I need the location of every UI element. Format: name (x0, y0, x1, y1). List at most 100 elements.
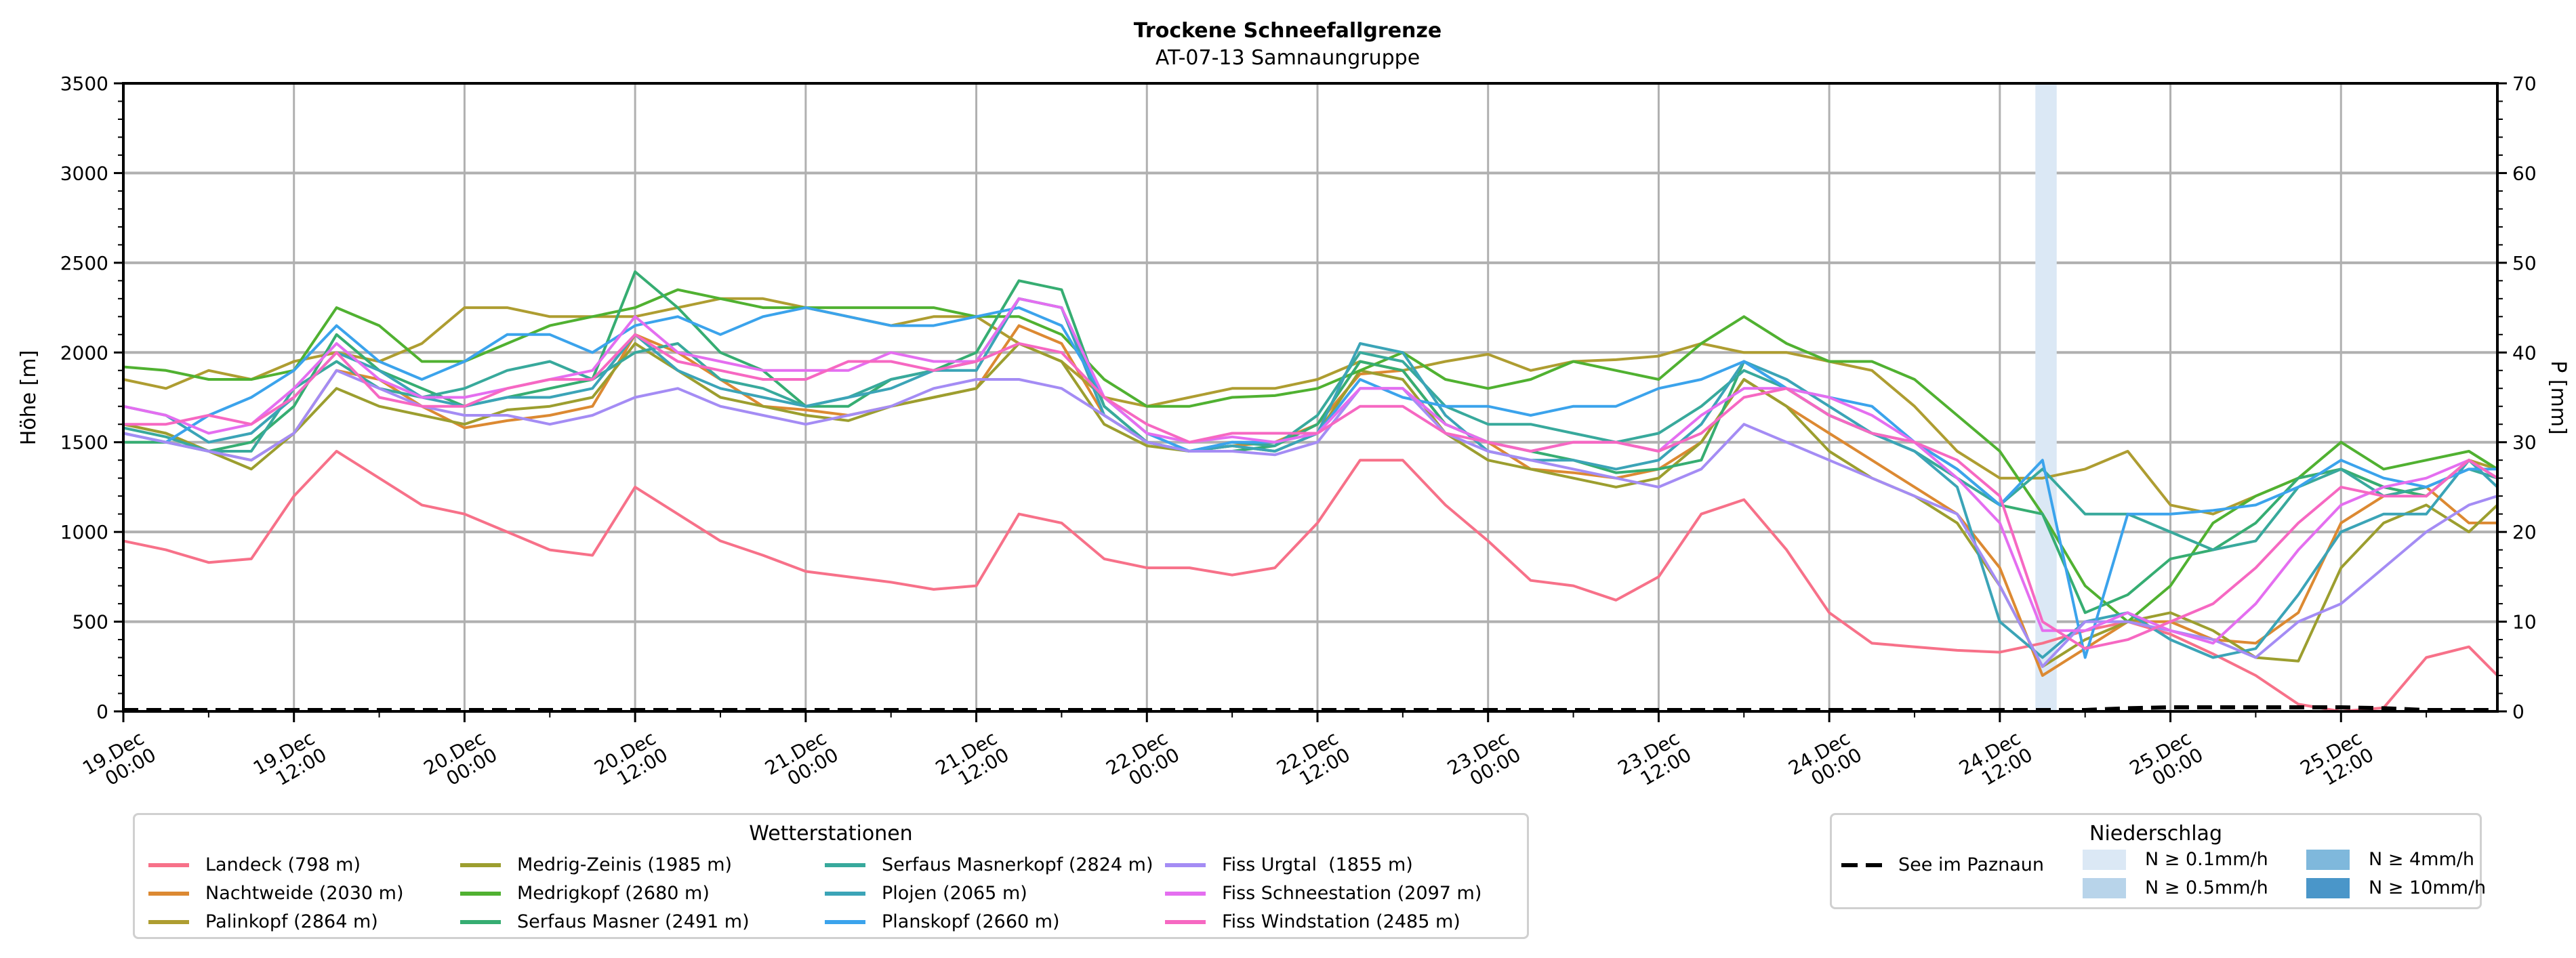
y2-tick-label: 30 (2512, 432, 2537, 454)
precip-band (2035, 83, 2057, 711)
y-tick-label: 2000 (60, 341, 108, 364)
y2-tick-label: 50 (2512, 252, 2537, 274)
x-tick-label: 21.Dec12:00 (932, 726, 1013, 797)
y2-tick-label: 20 (2512, 521, 2537, 543)
patch-swatch (2306, 849, 2350, 870)
legend-stations-title: Wetterstationen (749, 822, 913, 846)
legend-label: Plojen (2065 m) (882, 883, 1027, 904)
series-lines (123, 270, 2499, 713)
legend-item-station: Landeck (798 m) (148, 854, 361, 875)
series-line (123, 333, 2499, 650)
patch-swatch (2306, 877, 2350, 898)
y-tick-label: 0 (96, 701, 108, 723)
legend-label: Fiss Schneestation (2097 m) (1222, 883, 1482, 904)
series-line (123, 297, 2498, 551)
y2-tick-label: 40 (2512, 341, 2537, 364)
legend-item-station: Serfaus Masnerkopf (2824 m) (825, 854, 1153, 875)
legend-label: Medrig-Zeinis (1985 m) (517, 854, 733, 875)
series-line (123, 342, 2499, 668)
y-tick-label: 2500 (60, 252, 108, 274)
line-swatch (148, 891, 189, 896)
x-tick-label: 25.Dec00:00 (2126, 726, 2207, 797)
legend-label: N ≥ 0.1mm/h (2145, 849, 2268, 870)
series-line (123, 369, 2499, 668)
legend-item-precip-class: N ≥ 0.5mm/h (2083, 877, 2268, 898)
x-tick-label: 22.Dec00:00 (1103, 726, 1184, 797)
y-tick-label: 500 (73, 611, 108, 633)
line-swatch (148, 862, 189, 867)
legend-item-station: Planskopf (2660 m) (825, 911, 1060, 932)
x-tick-label: 22.Dec12:00 (1273, 726, 1354, 797)
line-swatch (148, 919, 189, 924)
legend-item-station: Fiss Windstation (2485 m) (1165, 911, 1460, 932)
legend-item-station: Fiss Urgtal (1855 m) (1165, 854, 1413, 875)
chart-subtitle: AT-07-13 Samnaungruppe (1156, 46, 1420, 70)
series-line (123, 288, 2499, 623)
x-tick-label: 23.Dec12:00 (1614, 726, 1696, 797)
y2-tick-label: 60 (2512, 162, 2537, 184)
legend-item-station: Palinkopf (2864 m) (148, 911, 378, 932)
series-line (123, 450, 2499, 713)
legend-label: Fiss Urgtal (1855 m) (1222, 854, 1413, 875)
series-line (123, 297, 2499, 645)
precip-line-see-im-paznaun (123, 705, 2497, 712)
legend-label: N ≥ 4mm/h (2369, 849, 2474, 870)
x-tick-label: 24.Dec00:00 (1784, 726, 1866, 797)
line-swatch (460, 862, 501, 867)
dashed-line-swatch (1841, 862, 1882, 867)
legend-label: N ≥ 10mm/h (2369, 877, 2487, 898)
x-tick-label: 19.Dec00:00 (79, 726, 160, 797)
legend-item-see-im-paznaun: See im Paznaun (1841, 854, 2044, 875)
line-swatch (825, 919, 865, 924)
x-tick-label: 21.Dec00:00 (761, 726, 842, 797)
y2-tick-label: 10 (2512, 611, 2537, 633)
line-swatch (460, 919, 501, 924)
line-swatch (1165, 862, 1206, 867)
series-line (123, 297, 2499, 516)
patch-swatch (2083, 877, 2126, 898)
legend-item-precip-class: N ≥ 0.1mm/h (2083, 849, 2268, 870)
legend-label: Serfaus Masnerkopf (2824 m) (882, 854, 1153, 875)
legend-label: N ≥ 0.5mm/h (2145, 877, 2268, 898)
line-swatch (825, 862, 865, 867)
legend-label: Palinkopf (2864 m) (205, 911, 378, 932)
chart-title: Trockene Schneefallgrenze (1134, 19, 1442, 43)
legend-label: Fiss Windstation (2485 m) (1222, 911, 1460, 932)
legend-item-station: Medrigkopf (2680 m) (460, 883, 710, 904)
legend-label: Planskopf (2660 m) (882, 911, 1060, 932)
legend-label: See im Paznaun (1898, 854, 2044, 875)
y-axis-label: Höhe [m] (17, 350, 41, 446)
patch-swatch (2083, 849, 2126, 870)
x-tick-label: 24.Dec12:00 (1955, 726, 2037, 797)
y-tick-label: 3500 (60, 72, 108, 95)
x-tick-label: 19.Dec12:00 (249, 726, 331, 797)
legend-label: Serfaus Masner (2491 m) (517, 911, 750, 932)
series-line (123, 270, 2499, 615)
y-tick-label: 3000 (60, 162, 108, 184)
x-tick-label: 20.Dec12:00 (590, 726, 672, 797)
legend-precip-title: Niederschlag (2089, 822, 2222, 846)
y2-axis-label: P [mm] (2546, 360, 2570, 434)
y-tick-label: 1500 (60, 432, 108, 454)
legend-item-station: Fiss Schneestation (2097 m) (1165, 883, 1481, 904)
legend-label: Landeck (798 m) (205, 854, 361, 875)
line-swatch (1165, 891, 1206, 896)
legend-precip: Niederschlag See im Paznaun N ≥ 0.1mm/h N… (1830, 813, 2486, 909)
legend-label: Medrigkopf (2680 m) (517, 883, 710, 904)
legend-item-station: Medrig-Zeinis (1985 m) (460, 854, 732, 875)
x-tick-label: 23.Dec00:00 (1444, 726, 1525, 797)
legend-item-station: Serfaus Masner (2491 m) (460, 911, 750, 932)
precip-bands (2035, 83, 2057, 711)
line-swatch (825, 891, 865, 896)
x-tick-label: 20.Dec00:00 (420, 726, 502, 797)
legend-label: Nachtweide (2030 m) (205, 883, 404, 904)
line-swatch (460, 891, 501, 896)
y-tick-label: 1000 (60, 521, 108, 543)
y2-tick-label: 70 (2512, 72, 2537, 95)
series-line (123, 306, 2499, 659)
legend-item-station: Nachtweide (2030 m) (148, 883, 403, 904)
legend-stations: Wetterstationen Landeck (798 m) Nachtweid… (133, 813, 1529, 939)
x-tick-label: 25.Dec12:00 (2297, 726, 2378, 797)
y2-tick-label: 0 (2512, 701, 2524, 723)
